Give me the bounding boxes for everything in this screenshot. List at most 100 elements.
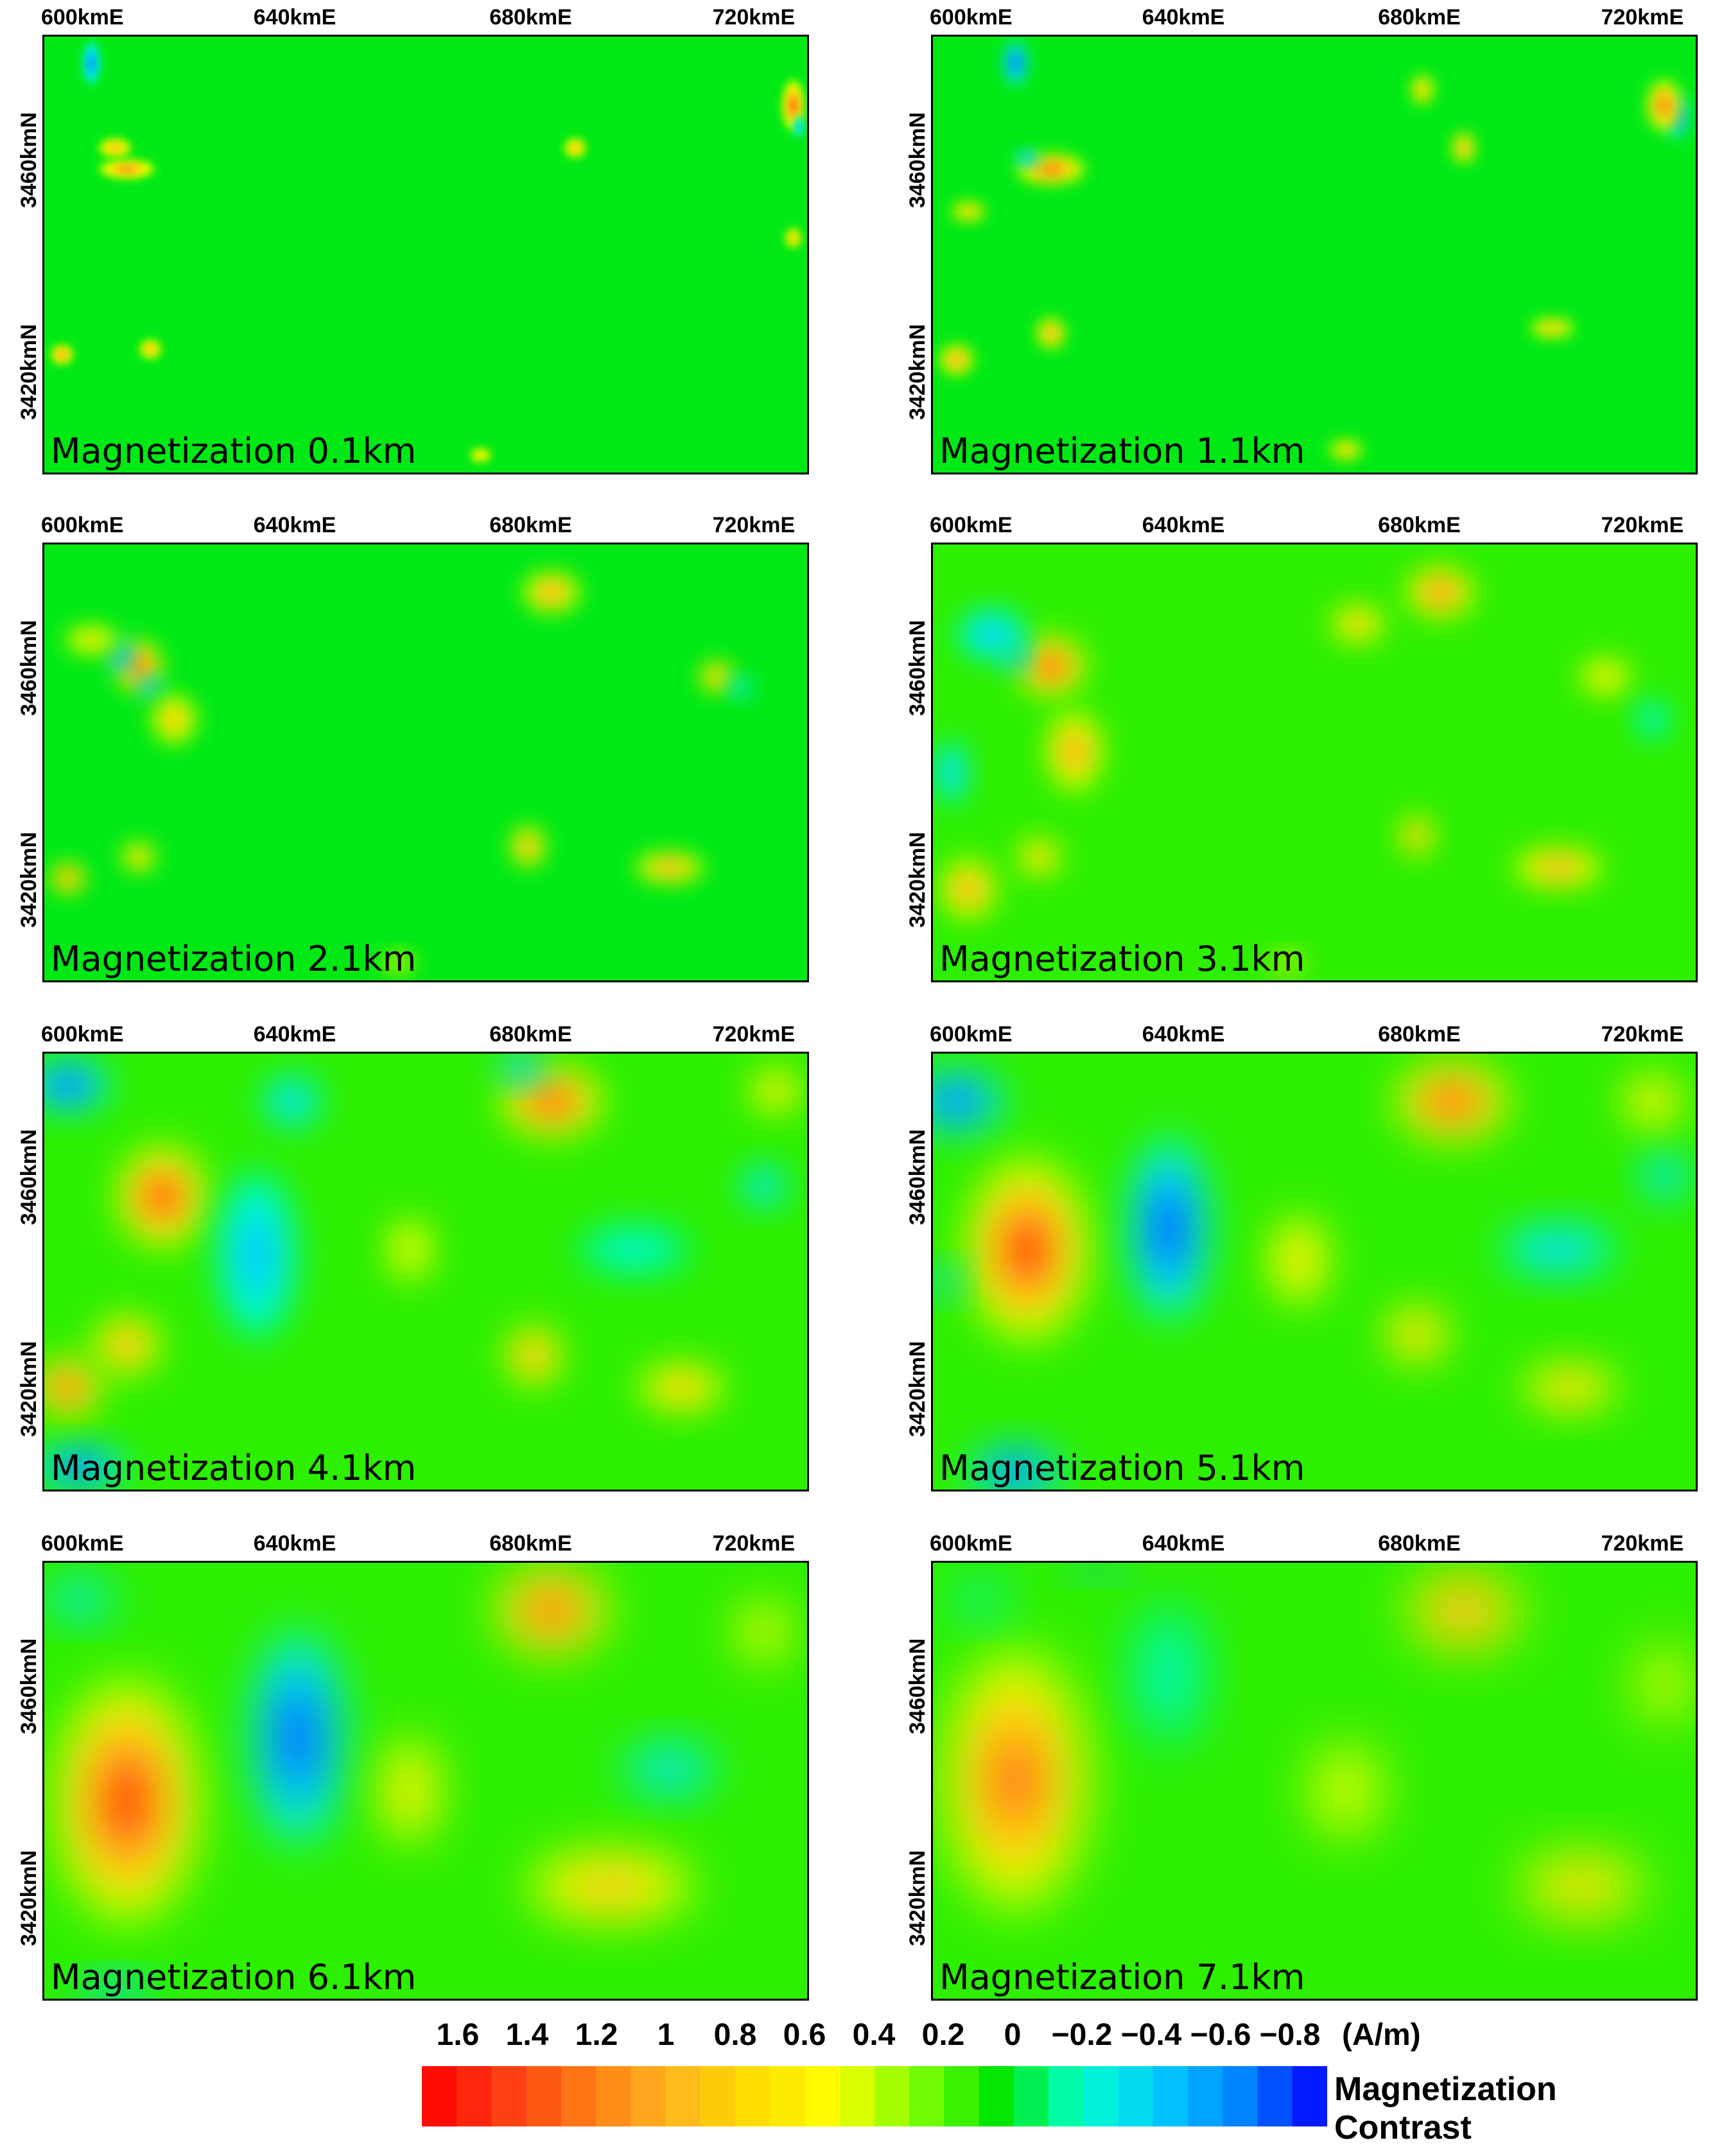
x-tick-label: 680kmE [1378,1022,1461,1047]
colorbar-title-line1: Magnetization [1334,2071,1557,2108]
anomaly-contour [1599,672,1612,681]
anomaly-contour [119,1339,134,1352]
anomaly-contour [591,1877,630,1895]
anomaly [1499,1223,1617,1276]
anomaly [498,1054,546,1086]
colorbar-block [561,2066,596,2126]
y-tick-label: 3460kmN [905,1129,930,1225]
anomaly-contour [152,1186,172,1208]
anomaly-contour [947,765,955,779]
anomaly-contour [478,453,483,457]
colorbar-block [665,2066,701,2126]
anomaly [97,158,157,180]
anomaly [250,1631,345,1844]
colorbar-block [1153,2066,1188,2126]
anomaly [510,825,546,868]
anomaly-contour [1452,1602,1476,1619]
x-tick-label: 720kmE [712,5,796,30]
anomaly-contour [89,58,94,67]
anomaly [1328,602,1388,645]
panel-title: Magnetization 2.1km [51,939,417,979]
anomaly [1410,73,1434,106]
panel-title: Magnetization 5.1km [939,1448,1305,1488]
x-tick-label: 600kmE [41,513,124,537]
x-tick-label: 640kmE [1142,1531,1225,1556]
colorbar-block [422,2066,457,2126]
anomaly [1133,1599,1205,1748]
x-tick-label: 600kmE [41,5,124,30]
anomaly-contour [148,347,153,352]
anomaly-contour [1000,1752,1031,1808]
anomaly-contour [248,1238,265,1273]
anomaly [950,1578,1010,1621]
colorbar-block [1188,2066,1223,2126]
anomaly-contour [791,236,796,240]
anomaly-contour [622,1244,646,1255]
anomaly-contour [953,356,961,363]
anomaly [1646,78,1682,132]
map-panel: 600kmE 640kmE 680kmE 720kmE 3460kmN 3420kmN Ma… [905,5,1698,474]
anomaly [728,1589,799,1674]
colorbar-tick-label: −0.4 [1120,2018,1182,2052]
anomaly [1381,1302,1452,1366]
anomaly-contour [672,1382,691,1393]
anomaly-contour [1567,1878,1596,1894]
x-tick-label: 720kmE [1601,5,1684,30]
anomaly-contour [539,1601,564,1621]
y-tick-label: 3420kmN [17,324,41,420]
x-tick-label: 720kmE [1601,1022,1684,1047]
colorbar-tick-label: 1 [657,2018,675,2052]
y-tick-label: 3420kmN [17,1341,41,1437]
anomaly-contour [70,1463,89,1472]
anomaly [1074,1563,1122,1579]
y-tick-label: 3460kmN [905,112,930,208]
anomaly-contour [947,1095,966,1108]
anomaly-contour [797,125,801,129]
anomaly-contour [108,1988,123,1995]
anomaly [622,1743,717,1796]
anomaly-contour [1043,659,1058,673]
anomaly [91,1313,162,1377]
anomaly-contour [974,1595,986,1604]
y-tick-label: 3420kmN [905,1850,930,1946]
anomaly-contour [134,661,144,672]
anomaly-contour [1461,144,1467,152]
magnetization-map [44,1054,807,1490]
colorbar-tick-label: 0.2 [921,2018,965,2052]
anomaly [745,1064,805,1118]
magnetization-map [933,1563,1696,1999]
colorbar-title-line2: Contrast [1334,2109,1472,2146]
magnetization-map [44,1563,807,1999]
y-tick-label: 3420kmN [905,324,930,420]
anomaly [50,1674,204,1929]
anomaly [1511,1848,1653,1924]
anomaly [634,1361,729,1414]
anomaly [1517,1361,1623,1414]
anomaly-contour [111,1775,143,1827]
anomaly-contour [1409,1328,1424,1341]
anomaly [933,1069,1004,1133]
anomaly [728,677,753,699]
anomaly [793,116,805,137]
anomaly-contour [64,874,72,882]
x-tick-label: 720kmE [1601,1531,1684,1556]
anomaly-contour [1440,1093,1464,1110]
map-panel: 600kmE 640kmE 680kmE 720kmE 3460kmN 3420kmN Ma… [905,1531,1698,2001]
anomaly [516,1843,705,1929]
colorbar-block [1118,2066,1154,2126]
anomaly [634,851,705,884]
anomaly-contour [1432,586,1447,598]
anomaly [44,1445,127,1488]
colorbar-block [979,2066,1014,2126]
anomaly [1298,1726,1393,1854]
colorbar-tick-label: −0.8 [1259,2018,1321,2052]
panel-title: Magnetization 0.1km [51,431,417,471]
x-tick-label: 600kmE [41,1531,124,1556]
anomaly-contour [572,146,578,150]
colorbar-block [909,2066,945,2126]
anomaly-contour [286,1095,298,1107]
magnetization-map [933,544,1696,980]
map-frame: Magnetization 0.1km [42,35,809,474]
x-tick-label: 680kmE [1378,513,1461,537]
anomaly-contour [1413,831,1420,840]
